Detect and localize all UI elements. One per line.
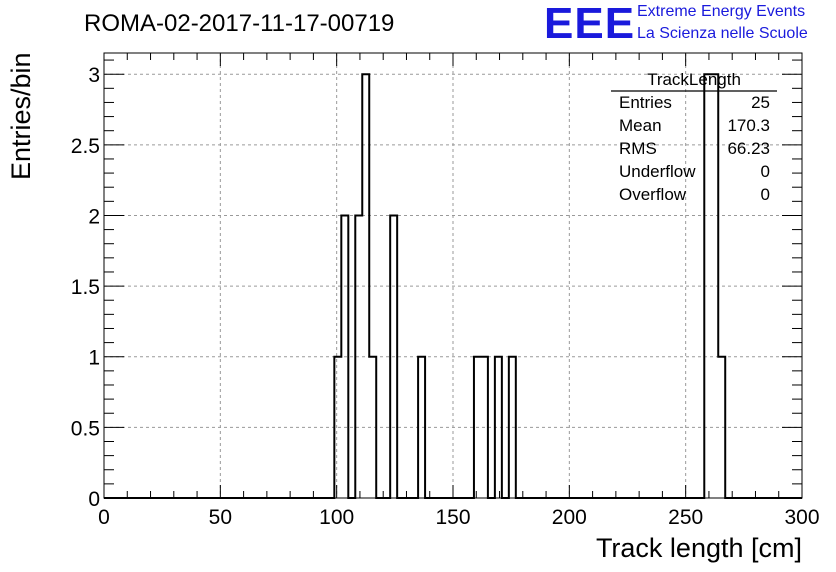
eee-logo: EEE	[544, 0, 636, 48]
y-tick-label: 0	[88, 488, 100, 511]
stat-name-rms: RMS	[619, 139, 657, 158]
y-tick-label: 3	[88, 64, 100, 87]
stat-value-rms: 66.23	[727, 139, 770, 158]
stat-name-mean: Mean	[619, 116, 662, 135]
y-tick-label: 1.5	[71, 276, 100, 299]
stat-name-entries: Entries	[619, 93, 672, 112]
x-tick-label: 50	[209, 506, 232, 529]
x-tick-label: 300	[784, 506, 819, 529]
x-tick-label: 200	[552, 506, 587, 529]
x-axis-label: Track length [cm]	[595, 533, 802, 563]
stat-value-overflow: 0	[760, 185, 770, 204]
stat-value-mean: 170.3	[727, 116, 770, 135]
logo-line-1: Extreme Energy Events	[637, 3, 806, 20]
stats-box-title: TrackLength	[647, 70, 741, 89]
y-tick-label: 2	[88, 205, 100, 228]
x-tick-label: 100	[319, 506, 354, 529]
axis-ticks	[103, 53, 803, 499]
x-tick-label: 150	[435, 506, 470, 529]
y-axis-label: Entries/bin	[6, 52, 36, 180]
stat-name-underflow: Underflow	[619, 162, 696, 181]
stat-name-overflow: Overflow	[619, 185, 687, 204]
plot-title: ROMA-02-2017-11-17-00719	[84, 10, 395, 37]
y-tick-label: 2.5	[71, 135, 100, 158]
stat-value-entries: 25	[751, 93, 770, 112]
y-tick-label: 0.5	[71, 417, 100, 440]
stat-value-underflow: 0	[760, 162, 770, 181]
x-tick-label: 250	[668, 506, 703, 529]
x-tick-label: 0	[98, 506, 110, 529]
grid-lines	[104, 53, 802, 498]
logo-line-2: La Scienza nelle Scuole	[637, 25, 808, 42]
y-tick-label: 1	[88, 347, 100, 370]
histogram-outline	[104, 73, 802, 499]
